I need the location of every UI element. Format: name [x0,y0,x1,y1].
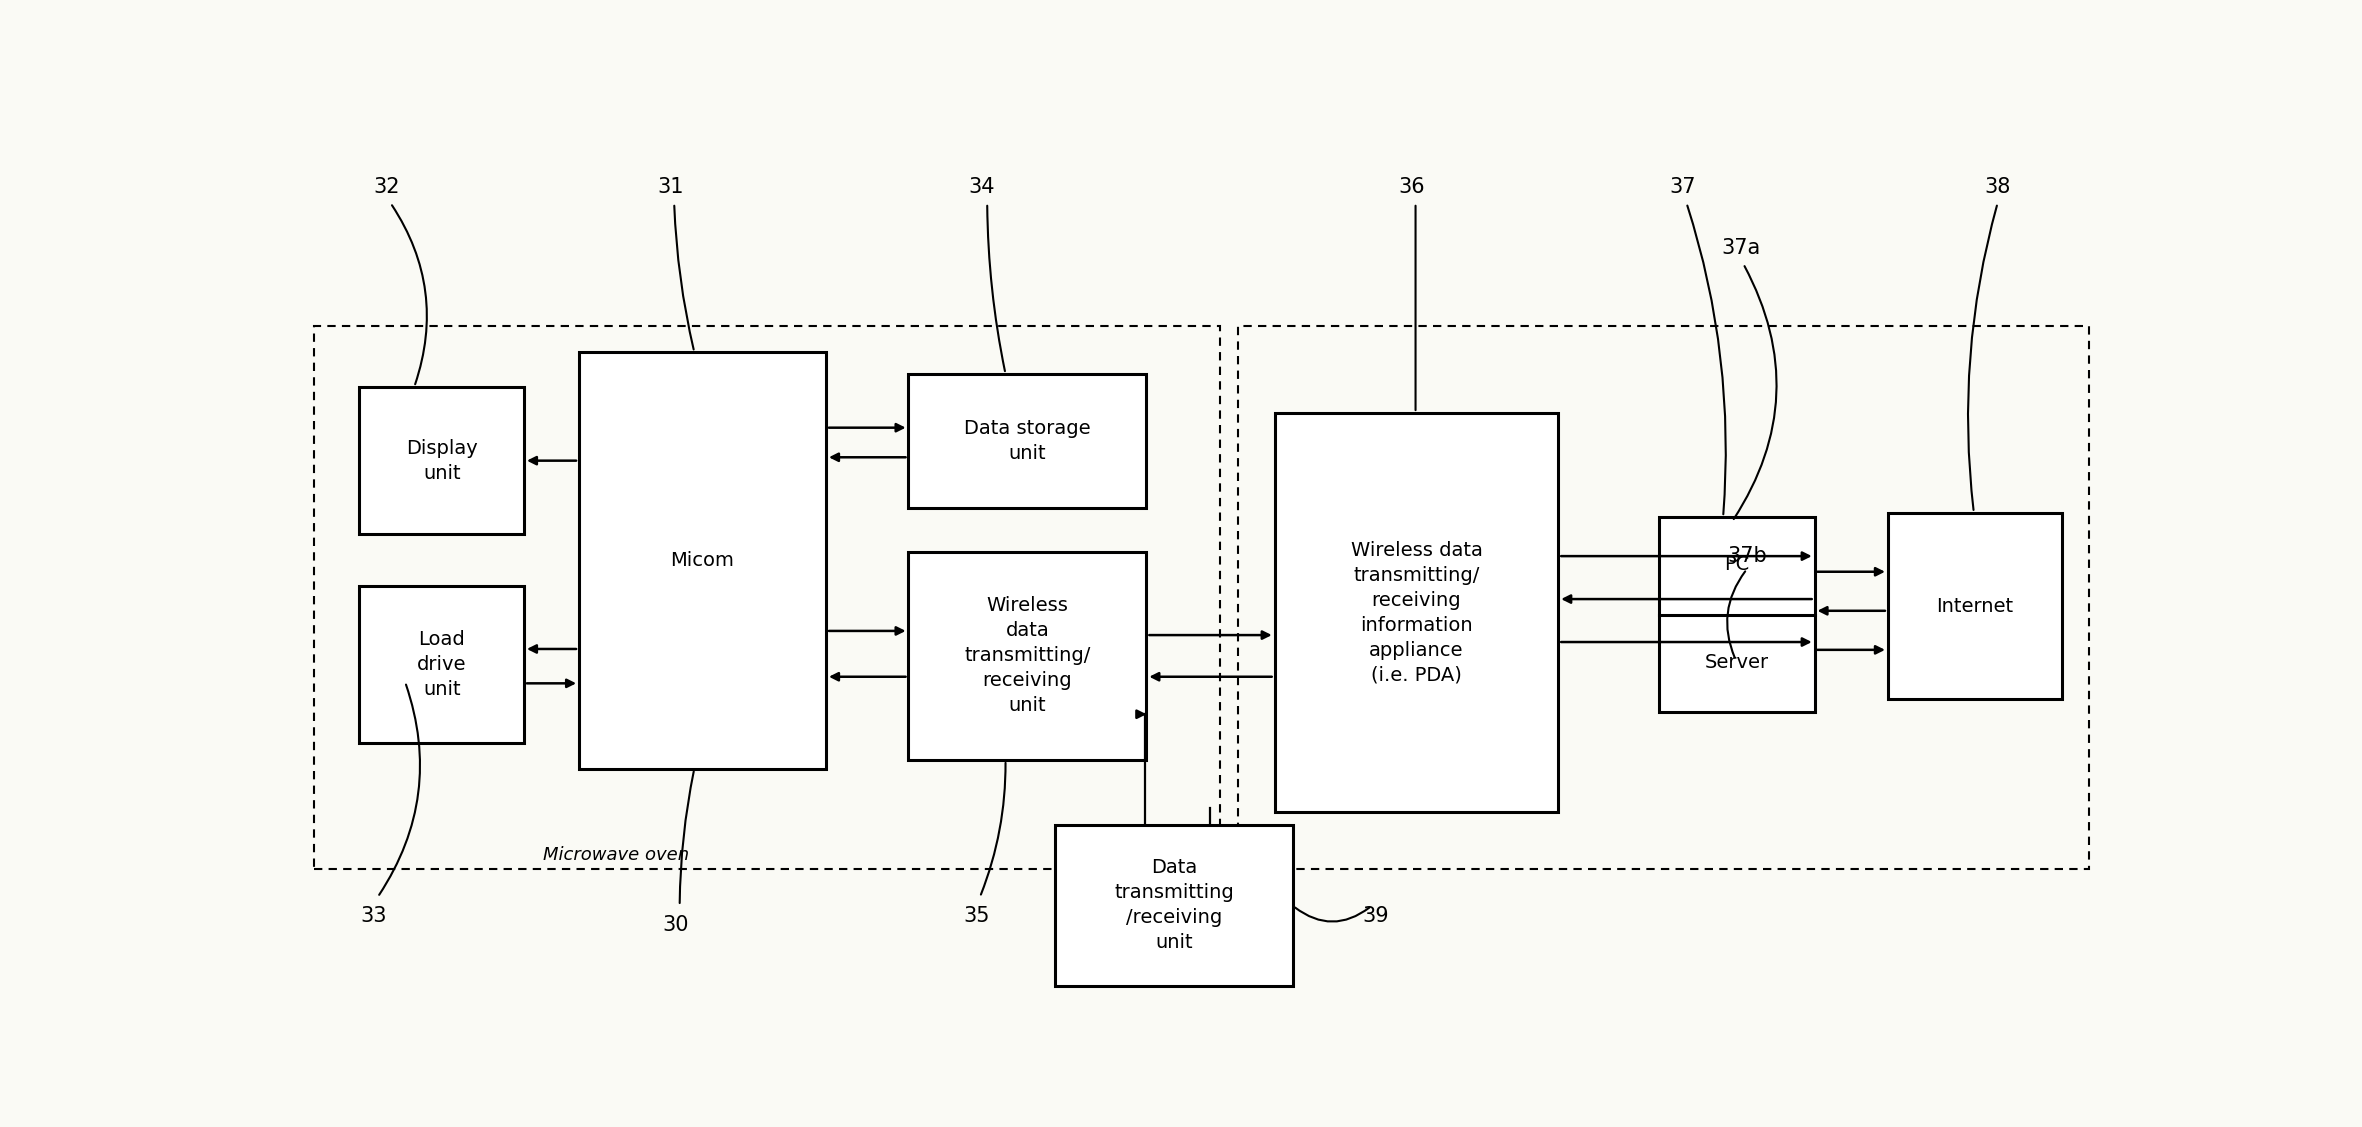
Bar [909,374,1146,508]
Text: Internet: Internet [1937,596,2012,615]
Text: 39: 39 [1363,906,1389,926]
Text: PC: PC [1724,556,1750,575]
Text: Wireless
data
transmitting/
receiving
unit: Wireless data transmitting/ receiving un… [964,596,1091,716]
Text: Server: Server [1705,653,1769,672]
Text: Data
transmitting
/receiving
unit: Data transmitting /receiving unit [1115,859,1233,952]
Text: Load
drive
unit: Load drive unit [418,630,465,699]
Bar [314,326,1219,869]
Text: 35: 35 [964,906,990,926]
Text: 30: 30 [664,915,690,935]
Bar [1056,825,1292,986]
Bar [1658,517,1814,712]
Bar [1887,513,2062,699]
Bar [1238,326,2090,869]
Text: 32: 32 [373,177,399,197]
Text: Wireless data
transmitting/
receiving
information
appliance
(i.e. PDA): Wireless data transmitting/ receiving in… [1351,541,1483,684]
Text: Data storage
unit: Data storage unit [964,419,1091,463]
Text: 36: 36 [1398,177,1424,197]
Text: 31: 31 [657,177,683,197]
Text: Microwave oven: Microwave oven [543,846,690,864]
Bar [1275,412,1559,813]
Text: Display
unit: Display unit [406,438,477,482]
Text: 33: 33 [361,906,387,926]
Text: 34: 34 [968,177,994,197]
Bar [579,352,827,769]
Bar [909,552,1146,760]
Text: 37: 37 [1670,177,1696,197]
Text: 37a: 37a [1722,238,1762,258]
Text: Micom: Micom [671,551,735,570]
Text: 38: 38 [1984,177,2010,197]
Text: 37b: 37b [1727,547,1767,566]
Bar [359,586,524,743]
Bar [359,387,524,534]
